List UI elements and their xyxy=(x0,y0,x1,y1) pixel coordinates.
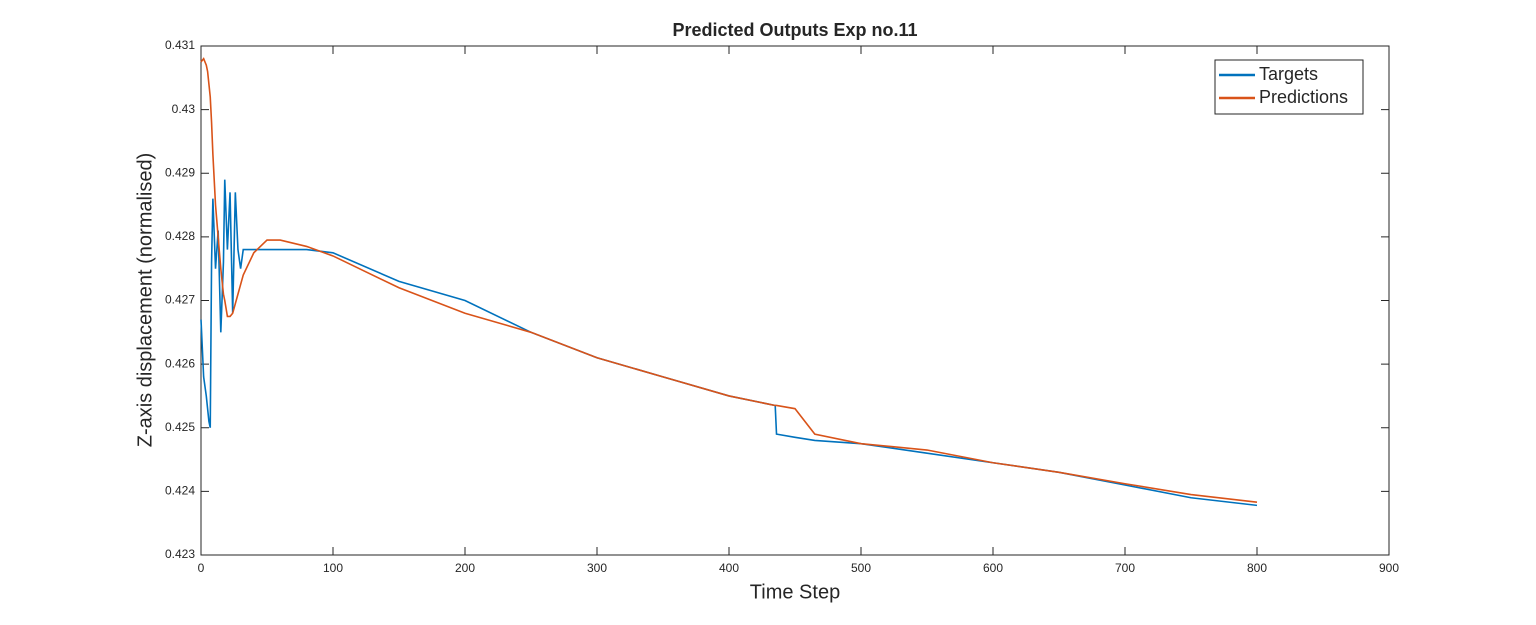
series-line xyxy=(200,57,1258,503)
x-tick-label: 700 xyxy=(1115,561,1135,575)
y-tick-label: 0.427 xyxy=(165,293,195,307)
y-tick-label: 0.423 xyxy=(165,547,195,561)
y-tick-label: 0.425 xyxy=(165,420,195,434)
x-tick-label: 400 xyxy=(719,561,739,575)
y-tick-label: 0.43 xyxy=(172,102,196,116)
x-tick-label: 500 xyxy=(851,561,871,575)
x-tick-label: 300 xyxy=(587,561,607,575)
legend-box xyxy=(1214,59,1364,115)
x-tick-label: 0 xyxy=(198,561,205,575)
y-tick-label: 0.426 xyxy=(165,356,195,370)
x-tick-label: 800 xyxy=(1247,561,1267,575)
chart-title: Predicted Outputs Exp no.11 xyxy=(672,20,917,40)
y-axis-label: Z-axis displacement (normalised) xyxy=(134,153,156,448)
legend-label: Targets xyxy=(1259,64,1318,84)
legend-label: Predictions xyxy=(1259,87,1348,107)
x-tick-label: 600 xyxy=(983,561,1003,575)
plot-area xyxy=(200,45,1390,556)
x-tick-label: 100 xyxy=(323,561,343,575)
x-axis-label: Time Step xyxy=(750,581,840,603)
series-line xyxy=(200,179,1258,507)
x-tick-label: 200 xyxy=(455,561,475,575)
x-tick-label: 900 xyxy=(1379,561,1399,575)
y-tick-label: 0.429 xyxy=(165,165,195,179)
y-tick-label: 0.428 xyxy=(165,229,195,243)
y-tick-label: 0.424 xyxy=(165,484,195,498)
y-tick-label: 0.431 xyxy=(165,38,195,52)
